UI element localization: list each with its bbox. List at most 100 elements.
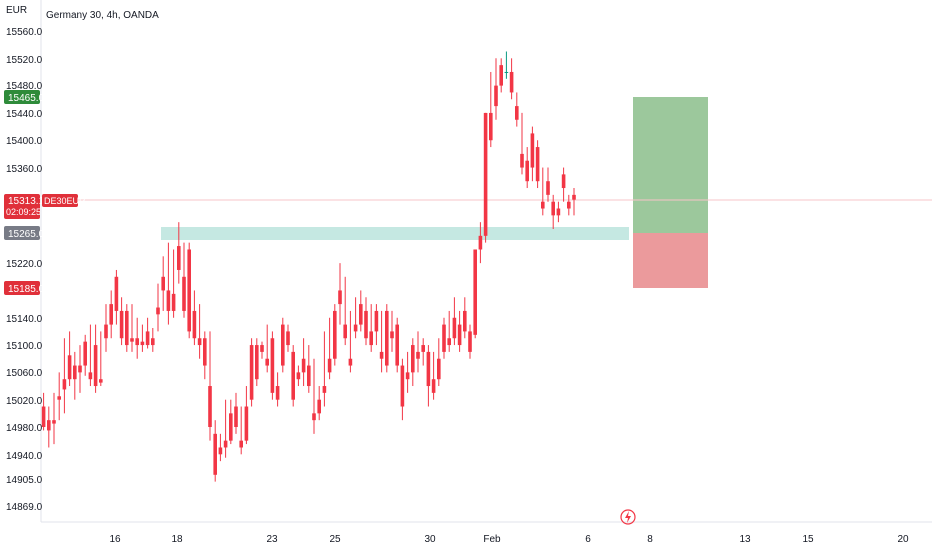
target-price-label-bg (4, 90, 40, 104)
candle-body (499, 65, 503, 86)
candle-body (535, 147, 540, 182)
lightning-bolt-icon[interactable] (620, 509, 636, 525)
candle-body (281, 324, 285, 366)
support-zone[interactable] (161, 227, 629, 240)
candle-body (463, 310, 467, 332)
candle-body (452, 317, 457, 339)
candle-body (182, 276, 186, 311)
candle-body (374, 310, 379, 332)
candle-body (239, 440, 243, 448)
candle-body (525, 160, 529, 182)
candle-body (203, 338, 207, 366)
time-tick: Feb (483, 534, 501, 545)
candle-body (166, 290, 171, 311)
candle-body (468, 331, 472, 352)
current-price-label-bg (4, 194, 40, 219)
candle-body (270, 338, 275, 393)
candle-body (530, 133, 535, 168)
candle-body (442, 324, 446, 352)
candle-body (52, 420, 56, 424)
stop-zone[interactable] (633, 233, 708, 288)
candle-body (275, 386, 280, 400)
candle-body (567, 201, 571, 209)
price-tick: 14940.0 (6, 451, 43, 462)
price-tick: 15140.0 (6, 314, 43, 325)
currency-label: EUR (6, 5, 28, 16)
candle-body (390, 331, 394, 339)
candle-body (411, 345, 415, 373)
candle-body (494, 85, 498, 107)
entry-price-label: 15265.0 (8, 229, 45, 240)
candle-body (348, 358, 353, 366)
candle-body (353, 324, 358, 332)
price-tick: 15400.0 (6, 136, 43, 147)
candle-body (457, 324, 462, 346)
current-price-label: 15313.1 (8, 196, 45, 207)
candle-body (171, 293, 176, 311)
time-tick: 6 (585, 534, 591, 545)
candle-body (130, 338, 134, 342)
candle-body (509, 71, 514, 93)
candle-body (416, 351, 420, 359)
candle-body (561, 174, 566, 189)
candle-body (62, 379, 67, 390)
candle-body (125, 310, 129, 346)
candle-body (57, 396, 61, 400)
price-tick: 14905.0 (6, 475, 43, 486)
candle-body (551, 201, 555, 216)
candle-body (156, 307, 160, 315)
target-price-label: 15465.0 (8, 93, 45, 104)
candle-body (213, 433, 217, 475)
candle-body (385, 310, 389, 366)
candle-body (515, 106, 519, 120)
candle-body (93, 345, 98, 387)
candle-body (78, 365, 82, 373)
candle-body (161, 276, 165, 291)
time-tick: 25 (329, 534, 341, 545)
candle-body (478, 235, 483, 250)
candle-body (437, 358, 441, 380)
candle-body (359, 304, 363, 325)
time-tick: 8 (647, 534, 653, 545)
countdown-label: 02:09:25 (6, 207, 41, 217)
candle-body (208, 386, 212, 427)
candle-body (312, 413, 316, 421)
candle-body (322, 386, 327, 393)
candle-body (426, 351, 431, 387)
candle-body (47, 420, 51, 431)
candle-body (229, 413, 233, 441)
price-tick: 15440.0 (6, 109, 43, 120)
chart-title[interactable]: Germany 30, 4h, OANDA (46, 10, 159, 21)
candle-body (421, 345, 425, 352)
candle-body (327, 358, 332, 373)
target-zone[interactable] (633, 97, 708, 233)
candle-body (114, 276, 119, 311)
candle-body (291, 351, 295, 400)
candle-body (73, 365, 77, 380)
candle-body (307, 365, 311, 387)
candle-body (151, 338, 155, 346)
candle-body (504, 71, 509, 73)
candle-body (187, 249, 191, 332)
time-tick: 16 (109, 534, 121, 545)
candle-body (177, 246, 181, 270)
candle-body (234, 406, 238, 427)
candle-body (364, 310, 368, 339)
price-tick: 15060.0 (6, 368, 43, 379)
candle-body (140, 341, 145, 346)
time-tick: 23 (266, 534, 278, 545)
candle-body (145, 331, 150, 346)
price-tick: 15560.0 (6, 27, 43, 38)
candle-body (431, 379, 436, 393)
candle-body (88, 372, 93, 380)
symbol-label: DE30EUR (44, 196, 86, 206)
candle-body (343, 324, 347, 339)
candle-body (286, 331, 290, 346)
candle-body (192, 310, 197, 339)
time-tick: 30 (424, 534, 436, 545)
candle-body (99, 379, 103, 383)
candle-body (249, 345, 254, 400)
candle-body (119, 310, 124, 339)
